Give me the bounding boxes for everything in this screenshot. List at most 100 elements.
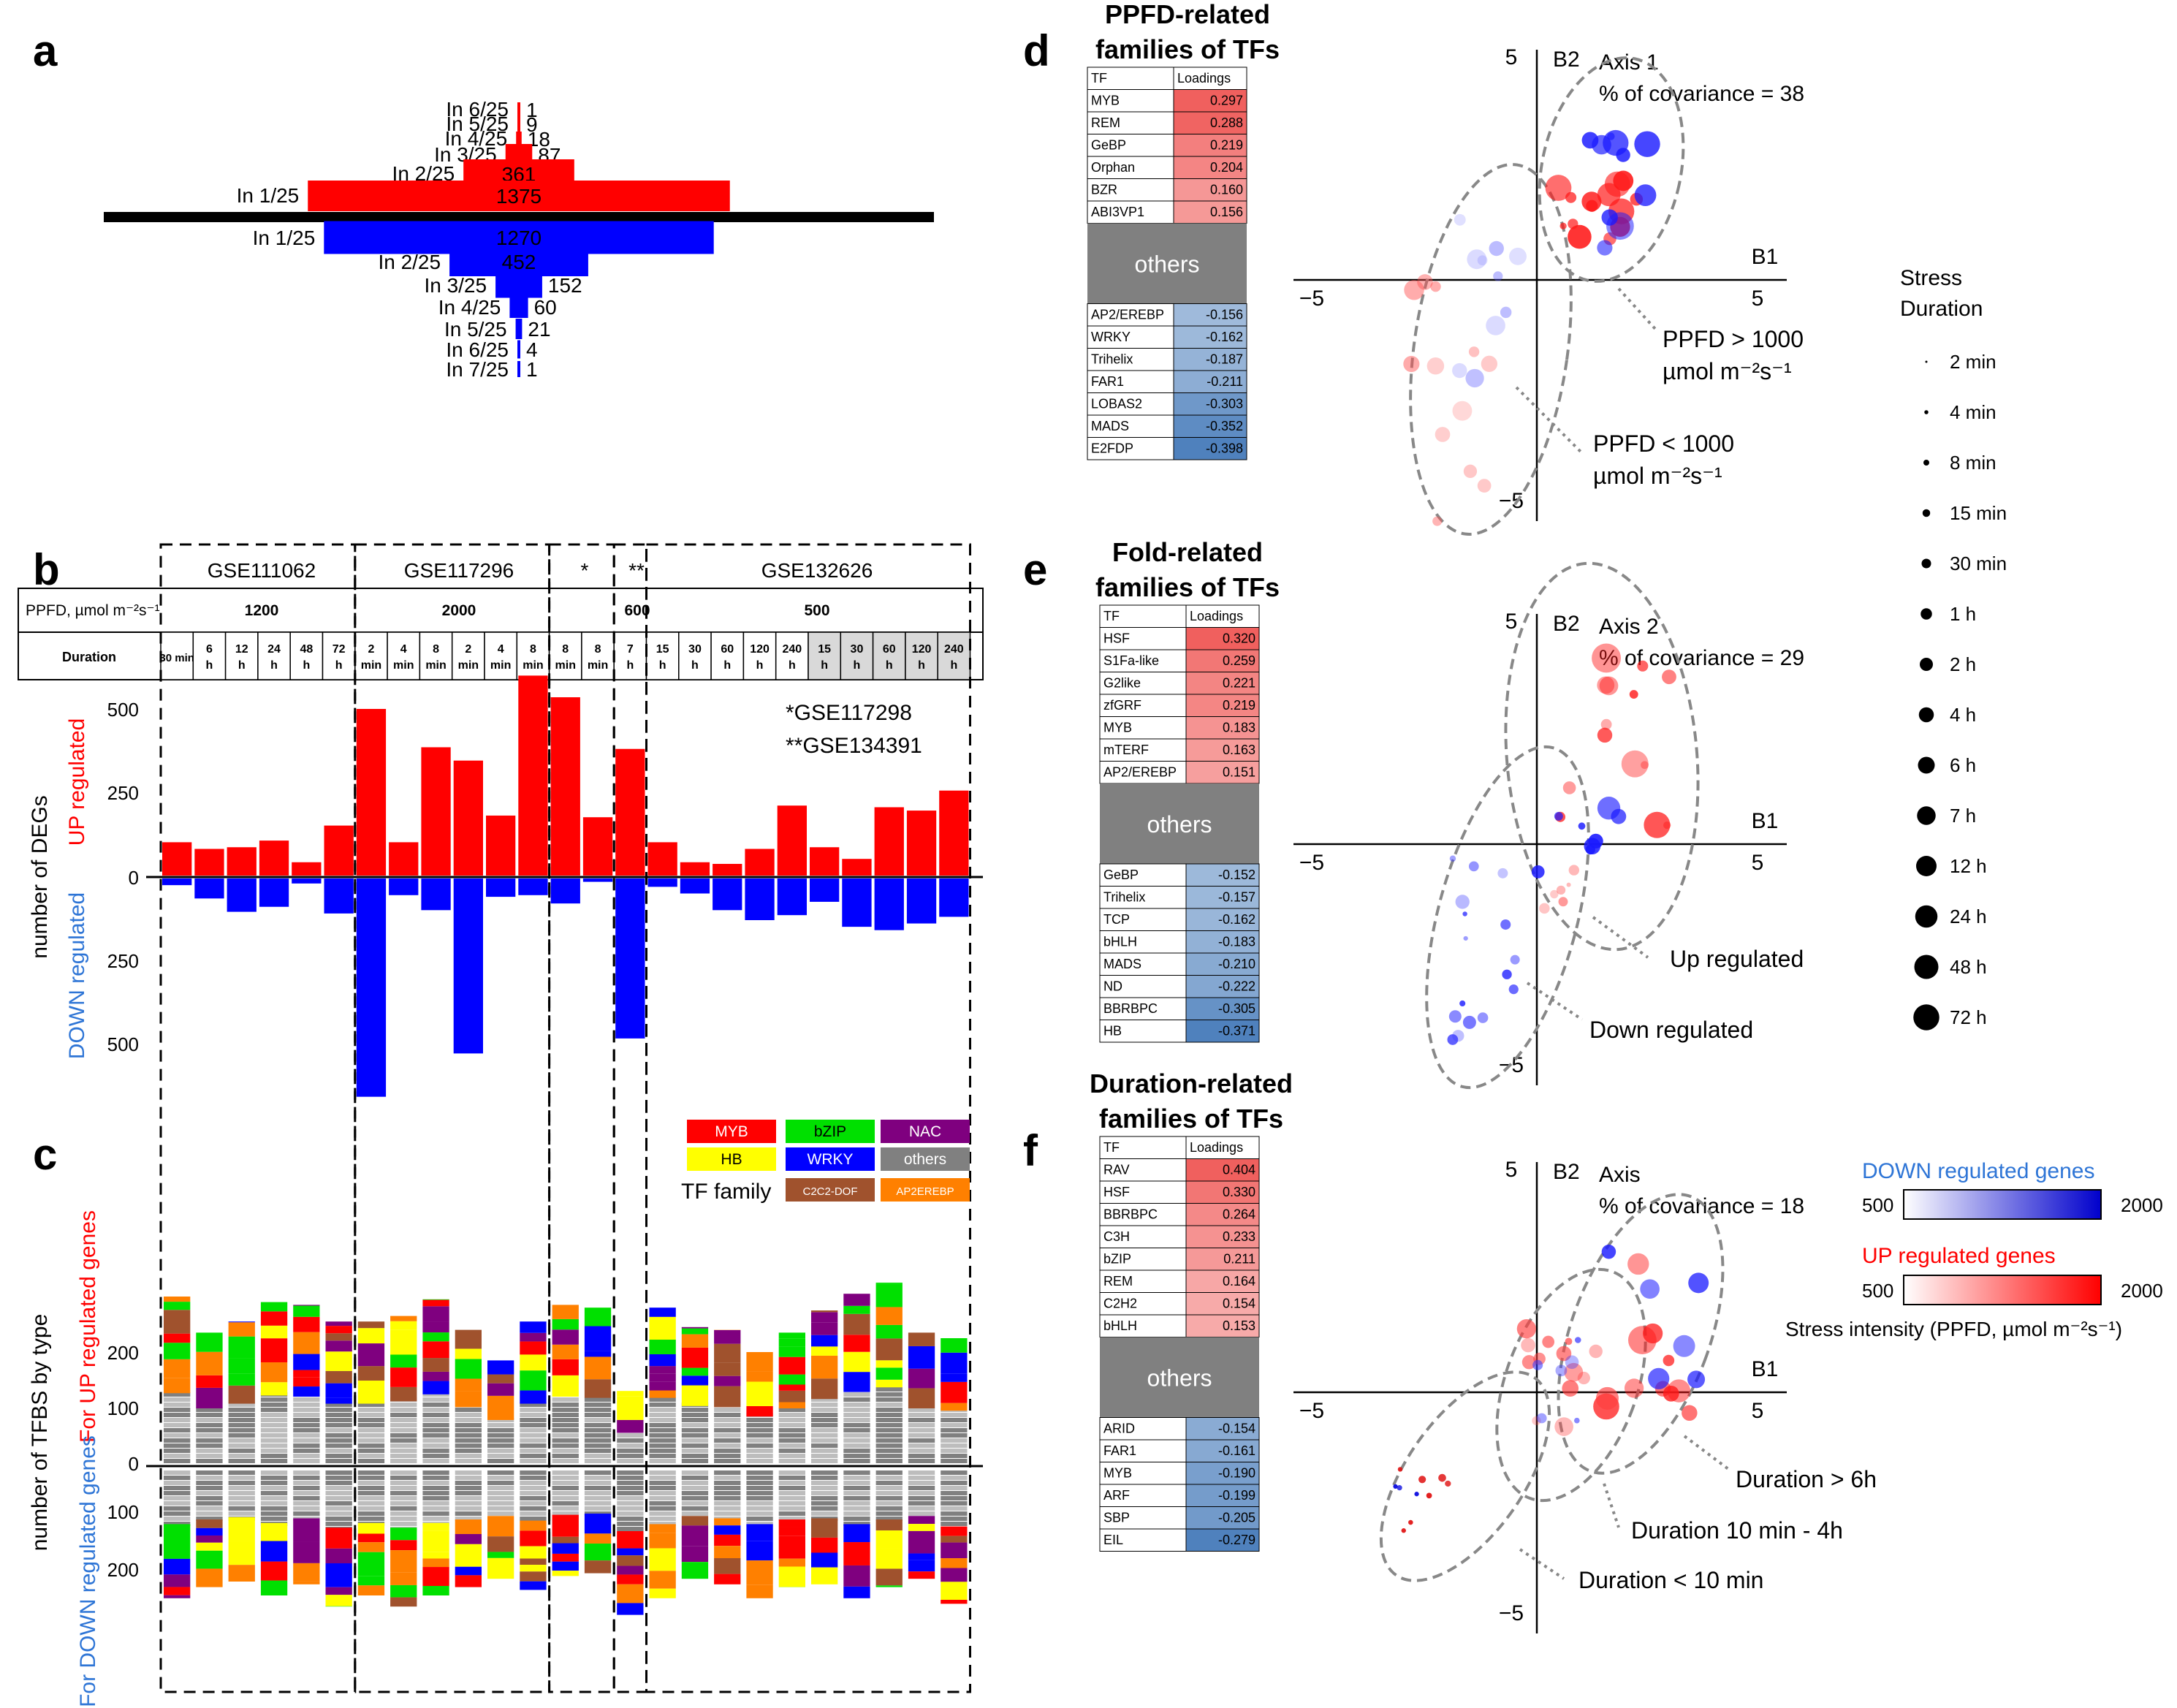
tfbs-segment-others [325, 1501, 352, 1506]
tfbs-segment [908, 1571, 935, 1579]
tfbs-segment-others [875, 1470, 903, 1475]
tfbs-segment [260, 1302, 288, 1312]
loadings-value: -0.371 [1218, 1024, 1255, 1039]
duration-text: 2 min [458, 643, 479, 672]
tfbs-segment-others [649, 1511, 676, 1516]
tfbs-tick-label: 200 [107, 1559, 139, 1581]
loadings-tf: Trihelix [1091, 352, 1133, 367]
duration-cells: 30 min 6 h 12 h 24 h 48 h 72 h 2 min 4 min 8 min 2 min 4 min… [159, 631, 971, 680]
tfbs-segment [875, 1585, 903, 1587]
tfbs-segment-others [681, 1511, 709, 1516]
tfbs-segment-others [811, 1403, 838, 1407]
tfbs-segment [293, 1518, 320, 1542]
deg-up-bar [162, 842, 192, 876]
tfbs-segment [520, 1558, 547, 1565]
tfbs-segment-others [941, 1438, 968, 1443]
tfbs-segment-others [390, 1433, 417, 1438]
tfbs-segment-others [746, 1470, 773, 1475]
tfbs-segment-others [681, 1491, 709, 1495]
tfbs-segment-others [843, 1459, 870, 1463]
tfbs-segment-others [487, 1491, 514, 1495]
tfbs-segment-others [617, 1454, 644, 1458]
tfbs-segment-others [357, 1433, 385, 1438]
deg-down-bar [939, 878, 969, 917]
tfbs-segment-others [552, 1459, 579, 1463]
tfbs-segment [843, 1313, 870, 1335]
tfbs-segment-others [746, 1486, 773, 1490]
scatter-point [1550, 889, 1559, 899]
tf-legend-label: MYB [715, 1123, 748, 1140]
tfbs-segment [811, 1567, 838, 1584]
tfbs-segment-others [422, 1392, 449, 1397]
loadings-others-block [1087, 223, 1247, 304]
tfbs-segment-others [228, 1403, 255, 1407]
loadings-tf: RAV [1103, 1163, 1130, 1177]
loadings-header-cell [1099, 604, 1187, 628]
scatter-point [1426, 357, 1445, 375]
tfbs-segment-others [617, 1433, 644, 1438]
deg-up-bar [453, 760, 483, 876]
overlap-up-value: 1375 [496, 185, 542, 208]
scatter-point [1508, 984, 1519, 995]
tfbs-segment-others [552, 1428, 579, 1432]
tfbs-segment [843, 1294, 870, 1306]
tfbs-segment-others [390, 1481, 417, 1485]
deg-down-bar [906, 878, 937, 924]
scatter-point [1599, 676, 1619, 696]
tfbs-segment-others [617, 1517, 644, 1521]
tfbs-segment-others [455, 1491, 482, 1495]
loadings-value: -0.162 [1218, 912, 1255, 927]
deg-down-bar [324, 878, 354, 914]
tfbs-segment-others [293, 1433, 320, 1438]
tfbs-segment [390, 1584, 417, 1598]
tfbs-segment-others [649, 1408, 676, 1412]
tfbs-segment [584, 1544, 612, 1561]
panel-title-line1: Fold-related [1112, 537, 1263, 567]
duration-legend-label: 6 h [1950, 754, 1976, 776]
duration-text: 120 h [912, 643, 932, 672]
tfbs-segment-others [164, 1459, 191, 1463]
tfbs-segment-others [778, 1511, 805, 1516]
scatter-point [1426, 1492, 1432, 1499]
deg-tick-label: 250 [107, 782, 139, 804]
loadings-cell [1099, 863, 1187, 887]
tfbs-segment [196, 1527, 223, 1536]
deg-up-bar [550, 697, 580, 876]
tfbs-segment-others [260, 1408, 288, 1412]
loadings-value-cell [1185, 1417, 1260, 1441]
duration-legend-label: 8 min [1950, 452, 1996, 474]
scatter-point [1532, 1416, 1541, 1426]
scatter-tick-ymin: −5 [1499, 489, 1524, 513]
tfbs-segment-others [617, 1476, 644, 1480]
tfbs-segment [228, 1322, 255, 1337]
scatter-point [1566, 882, 1571, 887]
scatter-xlabel: B1 [1752, 245, 1779, 269]
loadings-header-cell [1087, 67, 1174, 90]
deg-down-bar [550, 878, 580, 904]
scatter-tick-ymin: −5 [1499, 1601, 1524, 1625]
tfbs-segment-others [228, 1449, 255, 1453]
tfbs-segment [617, 1391, 644, 1397]
tfbs-segment-others [746, 1522, 773, 1526]
duration-cell [451, 631, 485, 680]
scatter-point [1465, 368, 1484, 388]
scatter-cluster-ellipse [1504, 561, 1700, 952]
loadings-value-cell [1185, 1506, 1260, 1530]
tfbs-segment-others [422, 1511, 449, 1516]
tfbs-segment-others [228, 1423, 255, 1427]
tfbs-segment-others [390, 1443, 417, 1448]
tfbs-segment [390, 1316, 417, 1321]
tfbs-segment-others [649, 1403, 676, 1407]
loadings-cell [1087, 414, 1174, 438]
tfbs-segment-others [293, 1486, 320, 1490]
loadings-value-cell [1185, 694, 1260, 717]
colorbar-down [1903, 1189, 2102, 1220]
deg-down-bar [227, 878, 257, 912]
tfbs-segment [681, 1385, 709, 1406]
tfbs-segment-others [164, 1438, 191, 1443]
tf-legend-swatch [687, 1147, 776, 1171]
tfbs-segment [357, 1321, 385, 1329]
tfbs-segment-others [843, 1443, 870, 1448]
tfbs-segment [422, 1341, 449, 1359]
